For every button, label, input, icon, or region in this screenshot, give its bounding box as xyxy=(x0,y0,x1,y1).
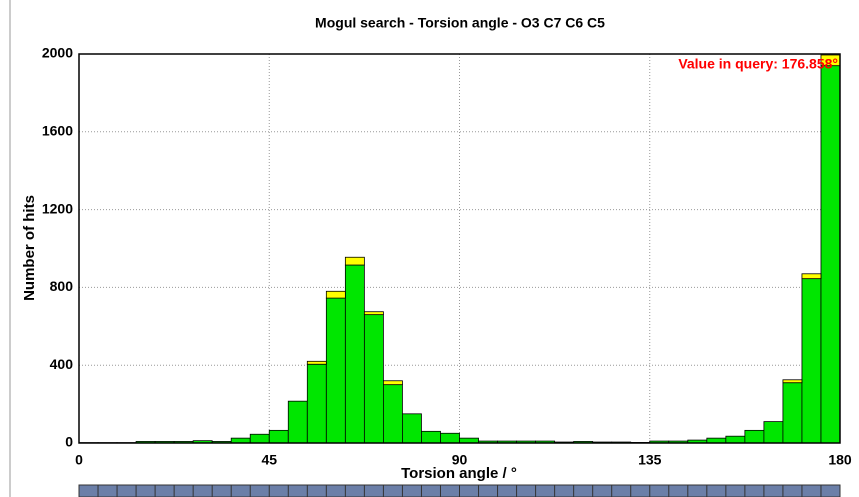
bar xyxy=(344,264,365,444)
bar xyxy=(440,432,460,444)
bar xyxy=(421,430,441,444)
y-tick-label: 400 xyxy=(50,356,74,372)
chart-title: Mogul search - Torsion angle - O3 C7 C6 … xyxy=(315,15,605,31)
slider-strip xyxy=(78,484,841,497)
bar xyxy=(306,360,327,365)
y-tick-label: 1600 xyxy=(42,123,73,139)
bar xyxy=(249,433,270,444)
bar xyxy=(306,363,327,444)
bar xyxy=(744,429,765,444)
y-tick-label: 1200 xyxy=(42,200,73,216)
y-axis-label: Number of hits xyxy=(21,195,38,301)
bar xyxy=(382,384,403,444)
x-axis-label: Torsion angle / ° xyxy=(401,465,517,482)
bar xyxy=(325,290,346,299)
bar xyxy=(763,421,784,444)
x-tick-label: 0 xyxy=(75,452,83,468)
bar xyxy=(382,380,403,386)
bar xyxy=(363,311,384,316)
annotation: Value in query: 176.858° xyxy=(678,56,838,72)
bar xyxy=(782,382,803,444)
x-tick-label: 135 xyxy=(638,452,662,468)
bar xyxy=(363,314,384,444)
bar xyxy=(402,413,422,444)
bar xyxy=(268,429,289,444)
bar xyxy=(325,297,346,444)
bar xyxy=(344,256,365,266)
y-tick-label: 800 xyxy=(50,278,74,294)
bar xyxy=(820,65,841,444)
x-tick-label: 180 xyxy=(828,452,852,468)
plot-frame xyxy=(78,53,841,444)
bar xyxy=(287,400,308,444)
bar xyxy=(782,379,803,384)
x-tick-label: 45 xyxy=(261,452,277,468)
bar xyxy=(801,278,822,444)
y-tick-label: 2000 xyxy=(42,45,73,61)
y-tick-label: 0 xyxy=(65,434,73,450)
bar xyxy=(725,435,746,444)
x-tick-label: 90 xyxy=(452,452,468,468)
bar xyxy=(801,273,822,280)
